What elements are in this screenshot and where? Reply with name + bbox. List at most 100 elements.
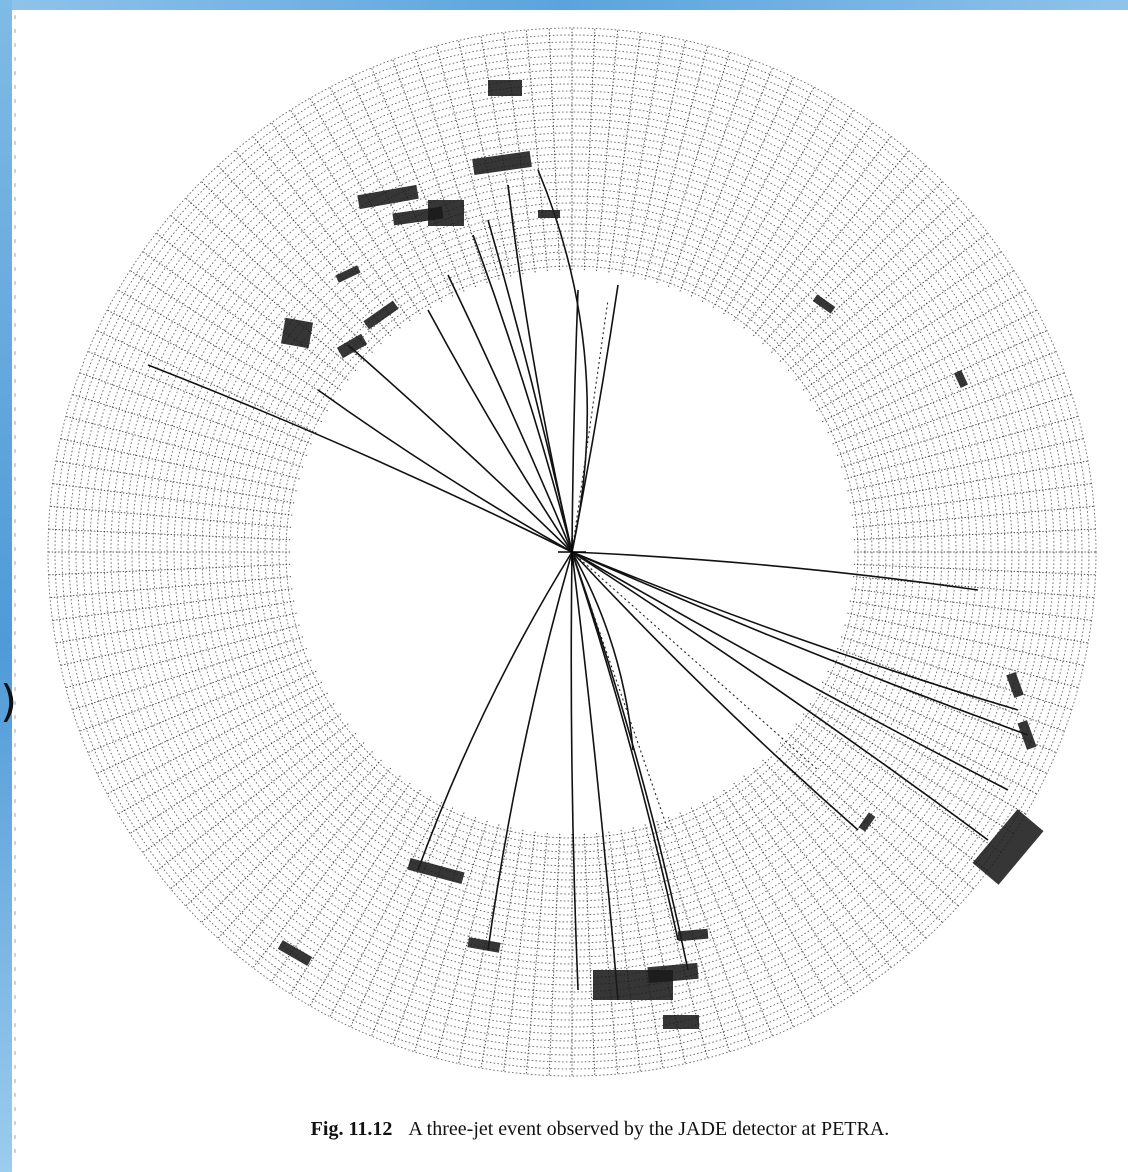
cell-boundary — [47, 563, 291, 576]
track — [571, 551, 1019, 711]
track — [417, 551, 573, 871]
cell-boundary — [289, 789, 421, 996]
cell-boundary — [64, 415, 300, 480]
cell-boundary — [141, 713, 342, 854]
ring-layer — [124, 104, 1020, 1000]
cell-boundary — [620, 829, 664, 1070]
track — [571, 551, 679, 941]
energy-deposit — [472, 151, 532, 175]
cell-boundary — [216, 759, 382, 940]
cell-boundary — [809, 269, 1016, 401]
cell-boundary — [815, 289, 1027, 412]
cell-boundary — [169, 732, 357, 890]
cell-boundary — [679, 812, 774, 1038]
ring-layer — [229, 209, 915, 895]
cell-boundary — [701, 86, 815, 303]
cell-boundary — [840, 636, 1073, 711]
track — [317, 389, 573, 553]
cell-boundary — [370, 66, 465, 292]
cell-boundary — [200, 180, 373, 353]
cell-boundary — [815, 692, 1027, 815]
cell-boundary — [802, 713, 1003, 854]
energy-deposit — [647, 962, 699, 984]
energy-deposit — [677, 928, 709, 942]
cell-boundary — [608, 31, 642, 273]
track — [487, 551, 573, 951]
track — [571, 551, 1029, 736]
energy-deposit — [858, 812, 876, 832]
cell-boundary — [844, 624, 1080, 689]
cell-boundary — [435, 824, 500, 1060]
energy-deposit — [812, 294, 836, 314]
cell-boundary — [608, 831, 642, 1073]
cell-boundary — [86, 350, 312, 445]
energy-deposit — [277, 940, 313, 966]
cell-boundary — [743, 775, 892, 969]
cell-boundary — [117, 692, 329, 815]
figure-caption: Fig. 11.12 A three-jet event observed by … — [100, 1118, 1100, 1141]
cell-boundary — [644, 44, 709, 280]
detector-ring-grid — [47, 27, 1097, 1077]
cell-boundary — [667, 816, 753, 1046]
energy-deposit — [1017, 720, 1037, 750]
ring-layer — [110, 90, 1034, 1014]
cell-boundary — [234, 149, 392, 337]
ring-layer — [152, 132, 992, 972]
jade-event-display — [47, 27, 1097, 1077]
cell-boundary — [851, 588, 1093, 622]
cell-boundary — [71, 636, 304, 711]
cell-boundary — [54, 600, 295, 644]
ring-layer — [187, 167, 957, 937]
cell-boundary — [836, 371, 1066, 457]
cell-boundary — [413, 820, 488, 1053]
cell-boundary — [480, 829, 524, 1070]
cell-boundary — [795, 232, 989, 381]
cell-boundary — [667, 58, 753, 288]
cell-boundary — [827, 670, 1049, 775]
track — [427, 309, 573, 553]
cell-boundary — [779, 742, 960, 908]
cell-boundary — [596, 28, 619, 272]
track — [571, 551, 634, 751]
cell-boundary — [86, 659, 312, 754]
cell-boundary — [849, 460, 1090, 504]
ring-layer — [117, 97, 1027, 1007]
track — [571, 284, 619, 553]
cell-boundary — [832, 350, 1058, 445]
cell-boundary — [349, 807, 454, 1029]
cell-boundary — [71, 393, 304, 468]
energy-deposit — [972, 809, 1044, 885]
cell-boundary — [821, 309, 1038, 423]
track — [571, 551, 1009, 791]
figure-caption-text: A three-jet event observed by the JADE d… — [408, 1118, 890, 1140]
cell-boundary — [169, 214, 357, 372]
cell-boundary — [216, 164, 382, 345]
cell-boundary — [723, 108, 855, 315]
cell-boundary — [656, 820, 731, 1053]
cell-boundary — [548, 833, 561, 1077]
ring-layer — [222, 202, 922, 902]
track — [570, 551, 579, 991]
cell-boundary — [771, 180, 944, 353]
energy-deposit — [357, 184, 419, 210]
energy-deposit — [336, 333, 368, 359]
cell-boundary — [762, 164, 928, 345]
cell-boundary — [723, 789, 855, 996]
cell-boundary — [117, 289, 329, 412]
cell-boundary — [787, 732, 975, 890]
energy-deposit — [407, 857, 465, 885]
cell-boundary — [47, 528, 291, 541]
cell-boundary — [656, 51, 731, 284]
ring-layer — [271, 251, 873, 853]
cell-boundary — [583, 27, 596, 271]
cell-boundary — [787, 214, 975, 372]
cell-boundary — [155, 723, 349, 872]
ring-layer — [47, 27, 1097, 1077]
neutral-track — [571, 299, 609, 553]
energy-deposit — [538, 210, 560, 218]
ring-layer — [89, 69, 1055, 1035]
energy-deposit — [663, 1015, 699, 1029]
cell-boundary — [851, 482, 1093, 516]
cell-boundary — [840, 393, 1073, 468]
